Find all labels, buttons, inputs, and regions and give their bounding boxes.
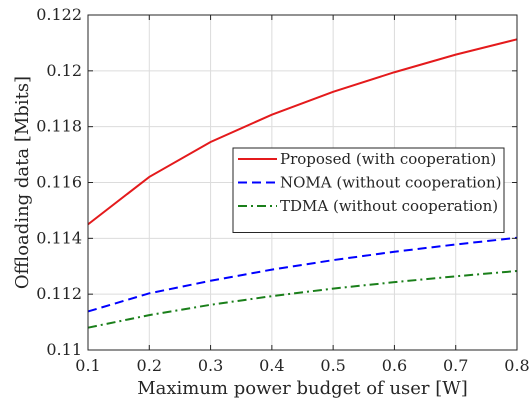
x-tick-label: 0.6 [382, 356, 407, 375]
x-tick-label: 0.5 [320, 356, 345, 375]
legend: Proposed (with cooperation) NOMA (without… [232, 147, 505, 233]
y-tick-label: 0.112 [36, 284, 82, 303]
y-tick-label: 0.11 [46, 340, 82, 359]
series-lines [87, 38, 518, 329]
series-line-3 [87, 270, 518, 329]
x-tick-label: 0.8 [504, 356, 529, 375]
legend-box [232, 147, 505, 233]
x-tick-label: 0.4 [259, 356, 284, 375]
x-tick-label: 0.7 [443, 356, 468, 375]
x-tick-label: 0.3 [198, 356, 223, 375]
legend-label-2: NOMA (without cooperation) [280, 174, 501, 192]
legend-label-3: TDMA (without cooperation) [280, 197, 498, 215]
y-tick-label: 0.118 [36, 117, 82, 136]
series-line-2 [87, 236, 518, 313]
y-axis-label: Offloading data [Mbits] [12, 76, 33, 289]
x-tick-label: 0.1 [75, 356, 100, 375]
x-axis-label: Maximum power budget of user [W] [137, 378, 468, 399]
legend-label-1: Proposed (with cooperation) [280, 150, 496, 168]
y-tick-label: 0.12 [46, 61, 82, 80]
axis-ticks: 0.1 0.2 0.3 0.4 0.5 0.6 0.7 0.8 0.11 0.112 0.114 0.… [36, 5, 530, 375]
y-tick-label: 0.114 [36, 228, 82, 247]
series-line-1 [87, 38, 518, 226]
y-tick-label: 0.116 [36, 173, 82, 192]
x-tick-label: 0.2 [137, 356, 162, 375]
y-tick-label: 0.122 [36, 5, 82, 24]
